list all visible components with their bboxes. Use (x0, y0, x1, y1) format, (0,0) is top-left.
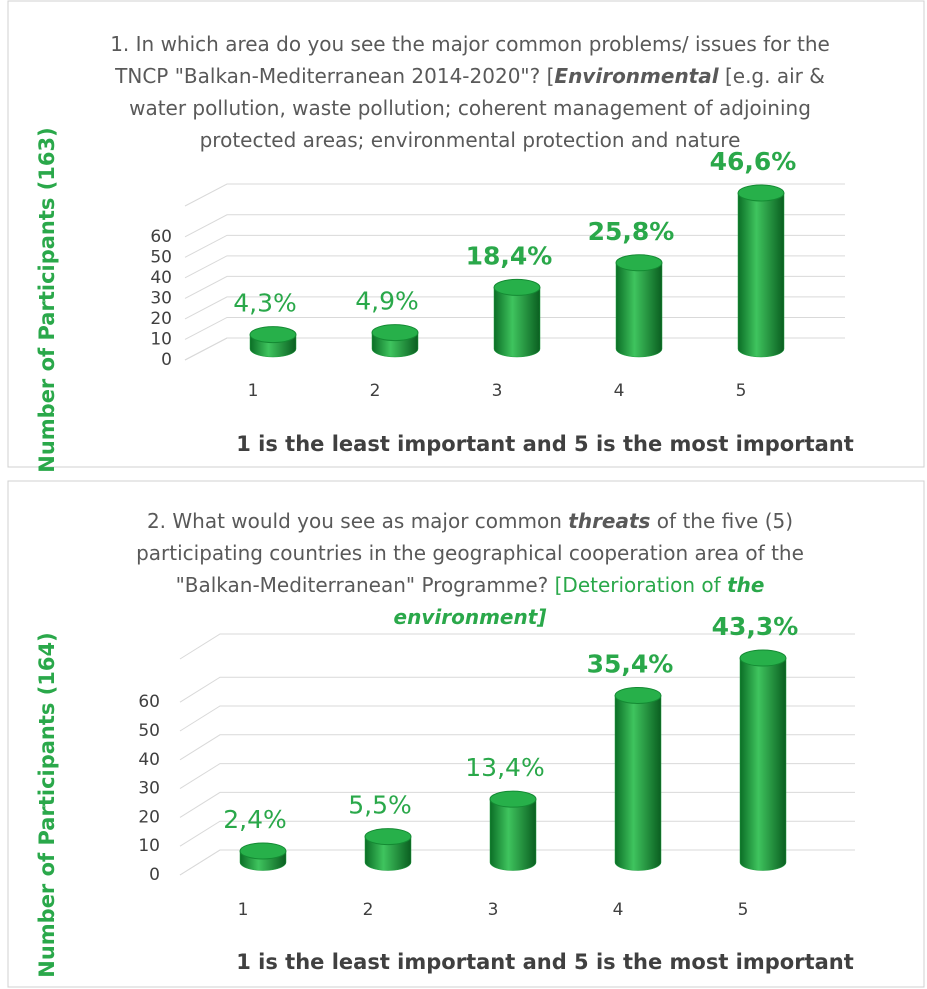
y-tick-label: 60 (150, 227, 172, 247)
grid-line (184, 234, 845, 258)
bar-top (239, 842, 287, 860)
y-tick-label: 30 (150, 288, 172, 308)
x-tick-label: 3 (488, 900, 499, 920)
bar-top (614, 686, 662, 704)
bar (614, 695, 662, 871)
x-tick-label: 3 (492, 381, 503, 401)
bar-top (364, 828, 412, 846)
y-tick-label: 0 (149, 865, 160, 885)
bar (364, 836, 412, 871)
bar (615, 262, 663, 358)
bar-top (249, 326, 297, 344)
y-tick-label: 20 (150, 309, 172, 329)
bar-top (615, 254, 663, 272)
y-tick-label: 40 (150, 268, 172, 288)
y-tick-label: 20 (138, 807, 160, 827)
y-axis-title: Number of Participants (164) (35, 632, 59, 978)
y-tick-label: 50 (138, 721, 160, 741)
wall-edge (184, 183, 845, 207)
data-label: 18,4% (466, 241, 553, 270)
chart-title: 2. What would you see as major common th… (110, 505, 830, 633)
x-tick-label: 1 (238, 900, 249, 920)
data-label: 43,3% (712, 612, 799, 641)
chart-title: 1. In which area do you see the major co… (110, 28, 830, 156)
x-tick-label: 2 (363, 900, 374, 920)
panel-border (7, 0, 925, 468)
x-tick-label: 5 (738, 900, 749, 920)
title-part: 2. What would you see as major common (146, 509, 569, 533)
data-label: 5,5% (348, 791, 412, 820)
grid-line (184, 214, 845, 238)
data-label: 13,4% (465, 753, 544, 782)
bar-top (739, 649, 787, 667)
title-part: Environmental (554, 64, 719, 88)
data-label: 2,4% (223, 805, 287, 834)
x-tick-label: 4 (614, 381, 625, 401)
title-part: [e.g. air & water pollution, waste pollu… (129, 64, 825, 152)
wall-edge (179, 633, 855, 660)
x-axis-title: 1 is the least important and 5 is the mo… (236, 950, 854, 974)
y-tick-label: 10 (138, 836, 160, 856)
grid-line (179, 676, 855, 703)
bar-top (371, 324, 419, 342)
title-part: [Deterioration of (554, 573, 728, 597)
y-tick-label: 10 (150, 329, 172, 349)
data-label: 46,6% (710, 147, 797, 176)
title-part: of the five (5) participating countries … (136, 509, 804, 597)
x-tick-label: 5 (736, 381, 747, 401)
y-tick-label: 30 (138, 779, 160, 799)
x-tick-label: 4 (613, 900, 624, 920)
panel-border (7, 480, 925, 988)
x-tick-label: 1 (248, 381, 259, 401)
title-part: the environment] (393, 573, 765, 629)
bar-top (737, 184, 785, 202)
bar (489, 798, 537, 871)
data-label: 35,4% (587, 649, 674, 678)
bar (737, 192, 785, 358)
title-part: threats (568, 509, 651, 533)
y-tick-label: 0 (161, 350, 172, 370)
title-part: 1. In which area do you see the major co… (110, 32, 830, 88)
bar (493, 287, 541, 358)
bar-top (489, 790, 537, 808)
y-tick-label: 50 (150, 247, 172, 267)
y-tick-label: 60 (138, 692, 160, 712)
bar-top (493, 278, 541, 296)
data-label: 25,8% (588, 217, 675, 246)
x-axis-title: 1 is the least important and 5 is the mo… (236, 432, 854, 456)
data-label: 4,9% (355, 287, 419, 316)
y-axis-title: Number of Participants (163) (35, 127, 59, 473)
y-tick-label: 40 (138, 750, 160, 770)
x-tick-label: 2 (370, 381, 381, 401)
bar (739, 657, 787, 871)
data-label: 4,3% (233, 289, 297, 318)
